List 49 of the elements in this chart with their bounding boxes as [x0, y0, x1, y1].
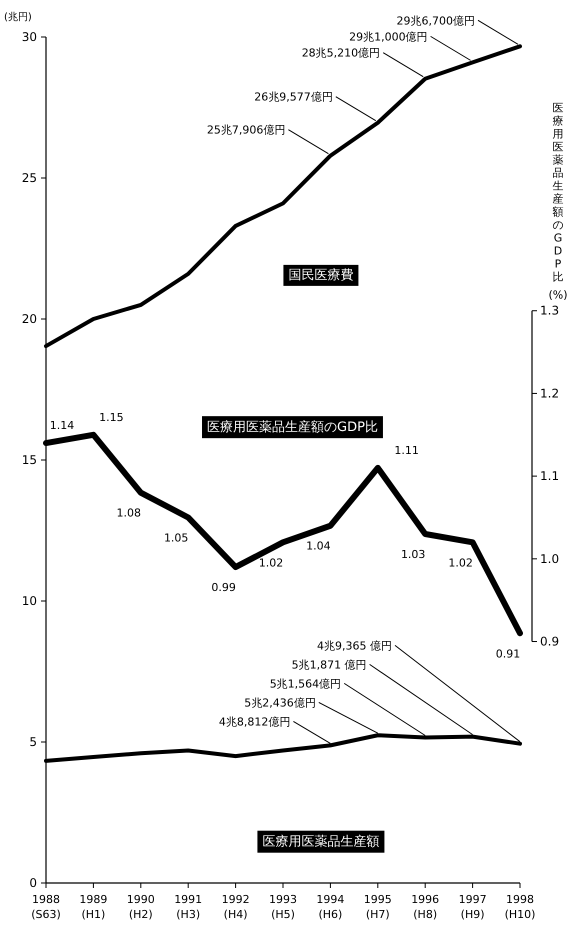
- annotation: 28兆5,210億円: [302, 46, 380, 60]
- data-label: 1.14: [50, 419, 74, 432]
- y-tick-label: 30: [22, 30, 37, 44]
- annotation: 26兆9,577億円: [254, 90, 333, 104]
- y2-tick-label: 1.3: [540, 304, 560, 318]
- y2-tick-label: 0.9: [540, 634, 560, 649]
- x-tick-label: 1997 (H9): [458, 893, 487, 921]
- annotation: 29兆1,000億円: [349, 30, 428, 44]
- x-tick-label: 1990 (H2): [126, 893, 155, 921]
- x-tick-label: 1989 (H1): [79, 893, 108, 921]
- annotation: 5兆1,871 億円: [292, 658, 367, 672]
- data-label: 1.15: [99, 410, 124, 424]
- data-label: 1.02: [448, 556, 473, 570]
- y-tick-label: 5: [29, 735, 37, 749]
- x-tick-label: 1994 (H6): [316, 893, 344, 921]
- x-tick-label: 1995 (H7): [364, 893, 392, 921]
- x-tick-label: 1991 (H3): [174, 893, 202, 921]
- annotation: 5兆1,564億円: [270, 677, 342, 690]
- y-tick-label: 15: [22, 453, 37, 467]
- text: 医療用医薬品生産額のGDP比 (%): [548, 102, 568, 302]
- y2-tick-label: 1.1: [540, 469, 560, 484]
- x-tick-label: 1992 (H4): [222, 893, 250, 921]
- annotation: 25兆7,906億円: [206, 124, 286, 137]
- text: 国民医療費: [288, 268, 354, 283]
- annotation: 4兆9,365 億円: [317, 639, 392, 652]
- y-tick-label: 10: [22, 594, 37, 608]
- x-tick-label: 1998 (H10): [504, 893, 536, 921]
- y-axis-title: (兆円): [4, 11, 32, 23]
- y-tick-label: 20: [22, 312, 37, 326]
- x-tick-label: 1988 (S63): [31, 893, 61, 921]
- data-label: 1.08: [116, 506, 142, 520]
- data-label: 1.04: [306, 540, 331, 553]
- y-tick-label: 25: [22, 171, 37, 185]
- annotation: 29兆6,700億円: [396, 14, 475, 28]
- text: 医療用医薬品生産額のGDP比: [207, 419, 378, 436]
- data-label: 0.91: [496, 647, 520, 660]
- data-label: 0.99: [211, 581, 236, 594]
- text: 医療用医薬品生産額: [262, 834, 380, 850]
- data-label: 1.05: [164, 531, 188, 544]
- data-label: 1.02: [258, 556, 284, 570]
- x-tick-label: 1996 (H8): [411, 893, 440, 921]
- y-tick-label: 0: [29, 876, 37, 890]
- annotation: 5兆2,436億円: [244, 696, 316, 710]
- data-label: 1.03: [400, 548, 426, 562]
- annotation: 4兆8,812億円: [218, 715, 290, 728]
- y2-tick-label: 1.0: [540, 552, 560, 566]
- data-label: 1.11: [394, 444, 419, 457]
- y2-tick-label: 1.2: [540, 386, 560, 400]
- x-tick-label: 1993 (H5): [269, 893, 297, 921]
